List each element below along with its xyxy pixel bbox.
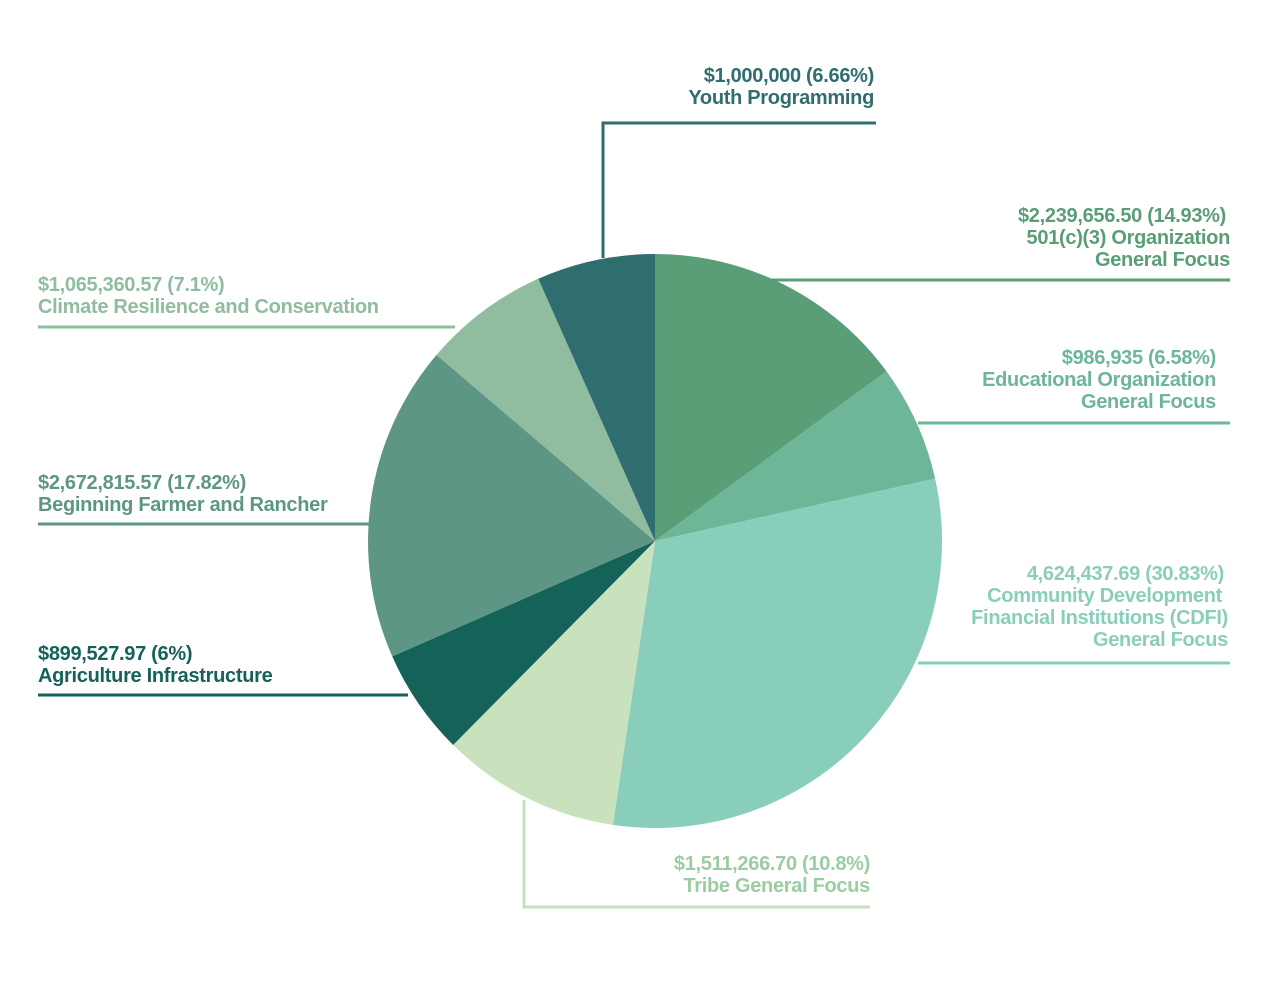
label-amount: $2,672,815.57 (17.82%) <box>38 472 247 494</box>
label-amount: $1,000,000 (6.66%) <box>703 65 875 87</box>
pie-slices <box>368 254 942 828</box>
label-tribe-general-focus: $1,511,266.70 (10.8%) Tribe General Focu… <box>674 853 870 897</box>
leader-line-youth <box>601 121 876 258</box>
label-amount: 4,624,437.69 (30.83%) <box>1026 563 1224 585</box>
label-501c3-organization: $2,239,656.50 (14.93%) 501(c)(3) Organiz… <box>1018 205 1230 271</box>
label-beginning-farmer-rancher: $2,672,815.57 (17.82%) Beginning Farmer … <box>38 472 328 516</box>
label-climate-resilience: $1,065,360.57 (7.1%) Climate Resilience … <box>38 274 379 318</box>
label-name: Tribe General Focus <box>683 875 870 897</box>
label-name-2: General Focus <box>1094 249 1230 271</box>
label-name: Climate Resilience and Conservation <box>38 296 379 318</box>
label-name: Agriculture Infrastructure <box>38 665 273 687</box>
label-name: Community Development <box>987 585 1222 607</box>
label-name: 501(c)(3) Organization <box>1026 227 1231 249</box>
label-name: Youth Programming <box>688 87 874 109</box>
label-cdfi: 4,624,437.69 (30.83%) Community Developm… <box>971 563 1228 651</box>
pie-slice-agriculture-infrastructure <box>392 541 655 746</box>
label-name-2: General Focus <box>1080 391 1216 413</box>
pie-slice-501-c-3-organization-general-focus <box>655 254 887 541</box>
label-educational-organization: $986,935 (6.58%) Educational Organizatio… <box>982 347 1216 413</box>
pie-slice-youth-programming <box>538 254 655 541</box>
label-name: Beginning Farmer and Rancher <box>38 494 328 516</box>
pie-slice-tribe-general-focus <box>453 541 655 825</box>
pie-slice-beginning-farmer-and-rancher <box>368 354 655 657</box>
label-amount: $2,239,656.50 (14.93%) <box>1017 205 1226 227</box>
label-name: Educational Organization <box>982 369 1216 391</box>
label-amount: $986,935 (6.58%) <box>1061 347 1217 369</box>
pie-slice-educational-organization-general-focus <box>655 371 936 541</box>
leader-line-tribe <box>522 800 870 909</box>
pie-slice-climate-resilience-and-conservation <box>436 278 655 541</box>
label-agriculture-infrastructure: $899,527.97 (6%) Agriculture Infrastruct… <box>38 643 273 687</box>
label-amount: $899,527.97 (6%) <box>38 643 193 665</box>
label-name-2: Financial Institutions (CDFI) <box>971 607 1228 629</box>
pie-slice-community-development-financial-institutions-cdfi-general-focus <box>612 478 942 828</box>
label-youth-programming: $1,000,000 (6.66%) Youth Programming <box>688 65 874 109</box>
label-name-3: General Focus <box>1092 629 1228 651</box>
label-amount: $1,511,266.70 (10.8%) <box>673 853 870 875</box>
label-amount: $1,065,360.57 (7.1%) <box>38 274 225 296</box>
leader-lines <box>38 121 1230 909</box>
